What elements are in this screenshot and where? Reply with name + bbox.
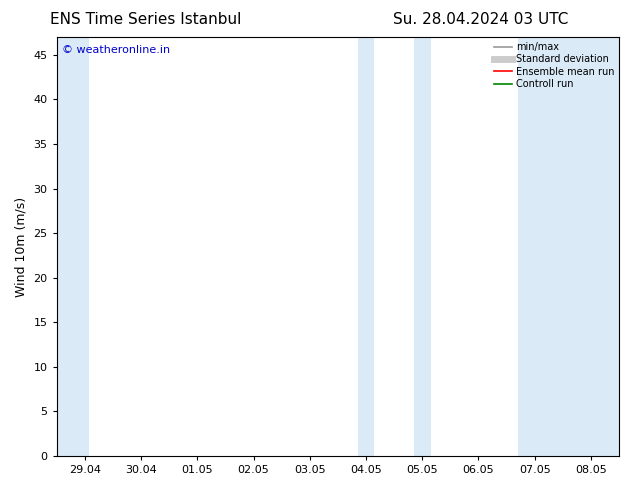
Legend: min/max, Standard deviation, Ensemble mean run, Controll run: min/max, Standard deviation, Ensemble me…	[493, 40, 616, 91]
Y-axis label: Wind 10m (m/s): Wind 10m (m/s)	[15, 196, 28, 296]
Bar	[358, 37, 375, 456]
Bar	[414, 37, 430, 456]
Text: ENS Time Series Istanbul: ENS Time Series Istanbul	[49, 12, 241, 27]
Text: Su. 28.04.2024 03 UTC: Su. 28.04.2024 03 UTC	[393, 12, 569, 27]
Bar	[56, 37, 89, 456]
Text: © weatheronline.in: © weatheronline.in	[62, 46, 171, 55]
Bar	[518, 37, 619, 456]
